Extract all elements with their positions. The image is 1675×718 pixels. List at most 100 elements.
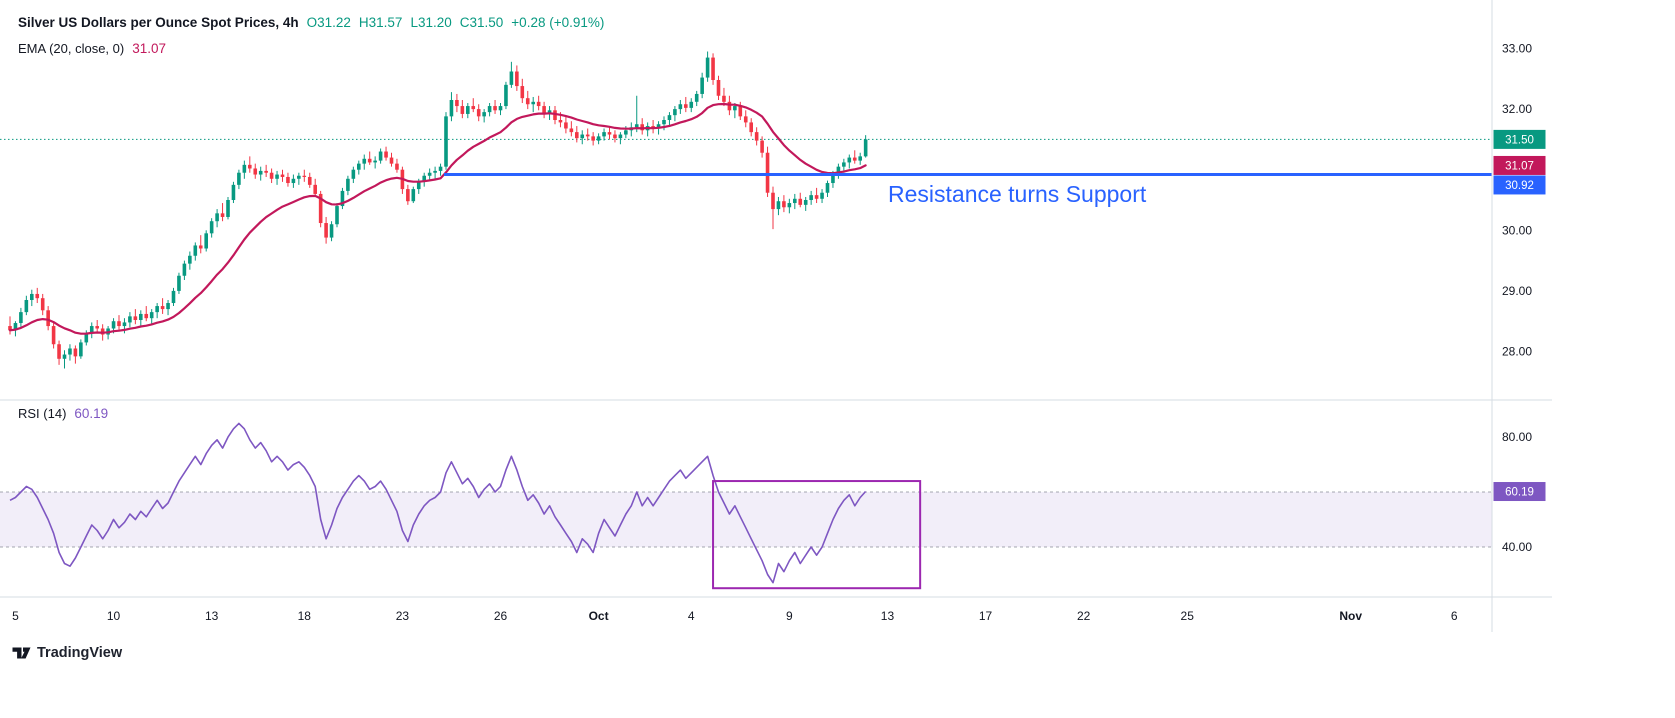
ohlc-change-value: +0.28 (+0.91%) xyxy=(511,15,605,30)
candle-body xyxy=(787,203,792,208)
ema-indicator-value: 31.07 xyxy=(132,41,167,56)
candle-body xyxy=(68,348,72,355)
candle-body xyxy=(188,255,192,264)
rsi-band xyxy=(0,492,1492,547)
candle-body xyxy=(144,313,149,319)
candle-body xyxy=(100,328,105,335)
last-price-badge-text: 31.50 xyxy=(1505,134,1534,146)
candle-body xyxy=(117,321,121,327)
candle-body xyxy=(596,136,601,141)
candle-body xyxy=(302,175,307,177)
candle-body xyxy=(569,128,574,133)
time-axis-label: 9 xyxy=(786,609,793,623)
candle-body xyxy=(155,306,159,313)
candle-body xyxy=(177,275,181,291)
candle-body xyxy=(863,139,868,157)
candle-body xyxy=(694,93,699,102)
candle-body xyxy=(471,106,476,110)
candle-body xyxy=(351,169,356,179)
candle-body xyxy=(346,178,350,191)
candle-body xyxy=(727,101,732,111)
candle-body xyxy=(667,115,672,120)
rsi-badge[interactable] xyxy=(1493,482,1546,502)
rsi-indicator-value: 60.19 xyxy=(74,406,109,421)
candle-body xyxy=(536,101,541,107)
candle-body xyxy=(793,198,797,204)
candle-body xyxy=(226,200,230,217)
candle-body xyxy=(280,174,285,177)
candle-body xyxy=(198,245,203,249)
candle-body xyxy=(373,160,377,163)
candle-body xyxy=(689,101,694,108)
candle-body xyxy=(40,298,45,311)
time-axis-label: 23 xyxy=(396,609,410,623)
rsi-line xyxy=(9,422,867,584)
candle-body xyxy=(809,195,813,200)
candle-body xyxy=(253,168,258,175)
candle-body xyxy=(498,106,503,111)
candle-body xyxy=(30,293,34,300)
candle-body xyxy=(678,104,683,110)
time-axis-label: 26 xyxy=(494,609,508,623)
rsi-indicator-label[interactable]: RSI (14) xyxy=(18,406,67,421)
candle-body xyxy=(825,183,830,193)
candle-body xyxy=(318,193,323,224)
last-price-badge[interactable] xyxy=(1493,129,1546,149)
candle-body xyxy=(547,110,552,114)
candle-body xyxy=(231,184,236,200)
candle-body xyxy=(220,213,225,217)
candle-body xyxy=(798,198,803,205)
candle-body xyxy=(286,176,290,184)
ema-badge[interactable] xyxy=(1493,155,1546,175)
candle-body xyxy=(482,112,486,117)
ema-indicator-label[interactable]: EMA (20, close, 0) xyxy=(18,41,125,56)
time-axis-label: 13 xyxy=(205,609,219,623)
candle-body xyxy=(656,124,661,129)
candle-body xyxy=(700,77,704,94)
candle-body xyxy=(340,190,345,207)
candle-body xyxy=(449,100,454,117)
candle-body xyxy=(613,134,617,139)
price-tick-label: 29.00 xyxy=(1502,284,1532,298)
candle-body xyxy=(13,323,18,331)
candle-body xyxy=(575,132,579,139)
candle-body xyxy=(444,116,448,167)
candle-body xyxy=(258,170,263,175)
rsi-highlight-box[interactable] xyxy=(712,480,922,590)
symbol-title[interactable]: Silver US Dollars per Ounce Spot Prices,… xyxy=(18,15,299,30)
support-annotation-text[interactable]: Resistance turns Support xyxy=(888,181,1147,207)
candle-body xyxy=(367,158,372,163)
candle-body xyxy=(62,354,67,359)
candle-body xyxy=(803,200,808,205)
candle-body xyxy=(84,333,89,343)
candle-body xyxy=(204,233,208,249)
candle-body xyxy=(160,306,165,310)
candle-body xyxy=(487,106,492,113)
rsi-tick-label: 40.00 xyxy=(1502,540,1532,554)
candle-body xyxy=(133,316,138,320)
tradingview-logo[interactable]: TradingView xyxy=(12,643,122,662)
time-axis-label: 5 xyxy=(12,609,19,623)
candle-body xyxy=(836,166,841,175)
candle-body xyxy=(771,192,775,210)
candle-body xyxy=(248,164,252,169)
candle-body xyxy=(406,189,410,202)
rsi-legend-row: RSI (14) 60.19 xyxy=(18,406,108,432)
candle-body xyxy=(542,106,546,114)
candle-body xyxy=(558,120,563,123)
candle-body xyxy=(618,134,623,139)
candle-body xyxy=(624,130,628,135)
candle-body xyxy=(580,134,585,139)
support-badge[interactable] xyxy=(1493,175,1546,195)
candle-body xyxy=(395,163,399,170)
candle-body xyxy=(24,300,29,313)
candle-body xyxy=(297,175,301,179)
candle-body xyxy=(128,316,132,323)
candle-body xyxy=(307,176,312,185)
symbol-legend: Silver US Dollars per Ounce Spot Prices,… xyxy=(18,15,604,67)
candle-body xyxy=(275,174,279,179)
candle-body xyxy=(509,71,514,85)
tradingview-logo-text: TradingView xyxy=(37,644,123,661)
